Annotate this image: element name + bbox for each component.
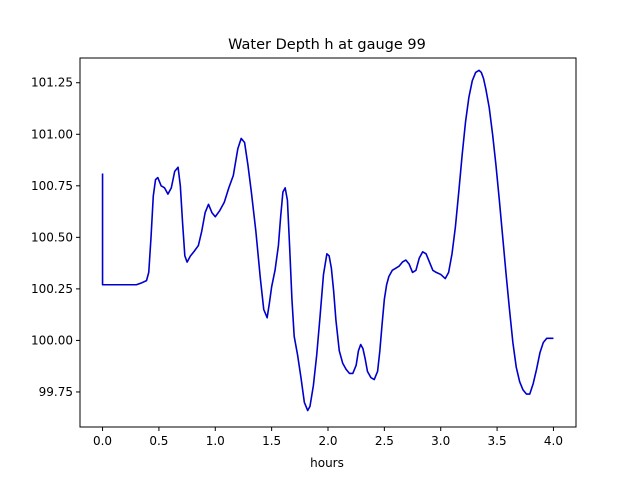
x-axis: 0.0 0.5 1.0 1.5 2.0 2.5 3.0 3.5 4.0 <box>93 427 563 448</box>
y-tick-label: 100.75 <box>31 179 73 193</box>
chart-title: Water Depth h at gauge 99 <box>228 37 426 53</box>
x-tick-label: 1.5 <box>262 434 281 448</box>
series-layer <box>101 69 554 412</box>
x-tick-label: 1.0 <box>206 434 225 448</box>
x-tick-label: 4.0 <box>544 434 563 448</box>
x-tick-label: 0.0 <box>93 434 112 448</box>
y-tick-label: 99.75 <box>39 385 73 399</box>
x-tick-label: 0.5 <box>149 434 168 448</box>
y-tick-label: 100.50 <box>31 230 73 244</box>
x-tick-label: 2.0 <box>318 434 337 448</box>
x-axis-label: hours <box>310 456 344 470</box>
y-tick-label: 101.00 <box>31 127 73 141</box>
y-tick-label: 100.25 <box>31 282 73 296</box>
x-tick-label: 3.5 <box>488 434 507 448</box>
x-tick-label: 2.5 <box>375 434 394 448</box>
y-tick-label: 100.00 <box>31 333 73 347</box>
y-axis: 99.75 100.00 100.25 100.50 100.75 101.00 101.2… <box>31 76 80 399</box>
series-line <box>101 69 554 412</box>
plot-frame <box>79 57 577 428</box>
y-tick-label: 101.25 <box>31 76 73 90</box>
x-tick-label: 3.0 <box>431 434 450 448</box>
